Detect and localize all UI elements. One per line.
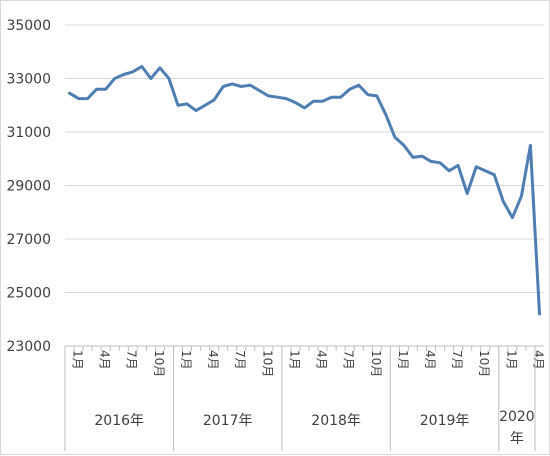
data-point (167, 77, 170, 80)
data-point (520, 195, 523, 198)
data-point (511, 216, 514, 219)
data-point (113, 77, 116, 80)
data-point (411, 156, 414, 159)
data-point (249, 84, 252, 87)
data-point (484, 169, 487, 172)
data-point (366, 93, 369, 96)
data-point (131, 70, 134, 73)
data-point (502, 200, 505, 203)
data-point (312, 100, 315, 103)
month-tick-label: 1月 (179, 350, 193, 370)
data-point (140, 65, 143, 68)
month-tick-label: 4月 (531, 350, 545, 370)
data-point (213, 98, 216, 101)
data-point (240, 85, 243, 88)
data-point (104, 88, 107, 91)
data-point (538, 312, 541, 315)
data-point (158, 66, 161, 69)
data-point (95, 88, 98, 91)
data-point (439, 161, 442, 164)
data-point (375, 94, 378, 97)
data-point (267, 94, 270, 97)
month-tick-label: 4月 (98, 350, 112, 370)
month-tick-label: 4月 (206, 350, 220, 370)
data-point (276, 96, 279, 99)
month-tick-label: 4月 (315, 350, 329, 370)
data-point (457, 164, 460, 167)
data-point (339, 96, 342, 99)
month-tick-label: 1月 (504, 350, 518, 370)
y-tick-label: 33000 (6, 72, 51, 88)
month-tick-label: 4月 (423, 350, 437, 370)
year-label: 2017年 (203, 413, 253, 429)
data-point (149, 77, 152, 80)
y-tick-label: 35000 (6, 18, 51, 34)
month-tick-label: 10月 (369, 350, 383, 377)
data-point (393, 136, 396, 139)
data-point (77, 97, 80, 100)
y-tick-label: 23000 (6, 339, 51, 355)
data-point (231, 82, 234, 85)
year-label-suffix: 年 (510, 431, 524, 447)
month-tick-label: 7月 (233, 350, 247, 370)
month-tick-label: 10月 (152, 350, 166, 377)
gridlines (65, 24, 544, 293)
data-point (204, 104, 207, 107)
data-point (475, 165, 478, 168)
x-axis: 1月 4月 7月 10月 2016年 1月 4月 7月 10月 2017年 1月 4月 7月 10月 201… (64, 345, 545, 451)
year-label: 2020 (499, 409, 535, 425)
data-point (330, 96, 333, 99)
data-point (384, 113, 387, 116)
data-point (420, 155, 423, 158)
data-point (466, 192, 469, 195)
year-label: 2019年 (420, 413, 470, 429)
series-line (68, 65, 541, 316)
month-tick-label: 10月 (260, 350, 274, 377)
data-point (348, 88, 351, 91)
data-point (357, 84, 360, 87)
data-point (303, 106, 306, 109)
month-tick-label: 7月 (342, 350, 356, 370)
data-point (294, 101, 297, 104)
data-point (68, 92, 71, 95)
data-point (448, 169, 451, 172)
year-label: 2016年 (94, 413, 144, 429)
data-point (321, 100, 324, 103)
month-tick-label: 7月 (450, 350, 464, 370)
data-point (285, 97, 288, 100)
month-tick-label: 1月 (287, 350, 301, 370)
data-point (86, 97, 89, 100)
data-point (195, 109, 198, 112)
data-point (176, 104, 179, 107)
month-tick-label: 1月 (396, 350, 410, 370)
y-tick-label: 29000 (6, 179, 51, 195)
data-point (258, 89, 261, 92)
month-tick-label: 7月 (125, 350, 139, 370)
data-point (430, 160, 433, 163)
data-point (529, 144, 532, 147)
month-tick-label: 1月 (71, 350, 85, 370)
y-tick-label: 27000 (6, 232, 51, 248)
series-group (68, 65, 541, 316)
data-point (122, 73, 125, 76)
data-point (493, 173, 496, 176)
y-tick-label: 31000 (6, 125, 51, 141)
month-tick-label: 10月 (477, 350, 491, 377)
data-point (186, 102, 189, 105)
year-label: 2018年 (311, 413, 361, 429)
y-axis: 35000 33000 31000 29000 27000 25000 23000 (6, 18, 51, 355)
y-tick-label: 25000 (6, 286, 51, 302)
data-point (222, 85, 225, 88)
data-point (402, 144, 405, 147)
